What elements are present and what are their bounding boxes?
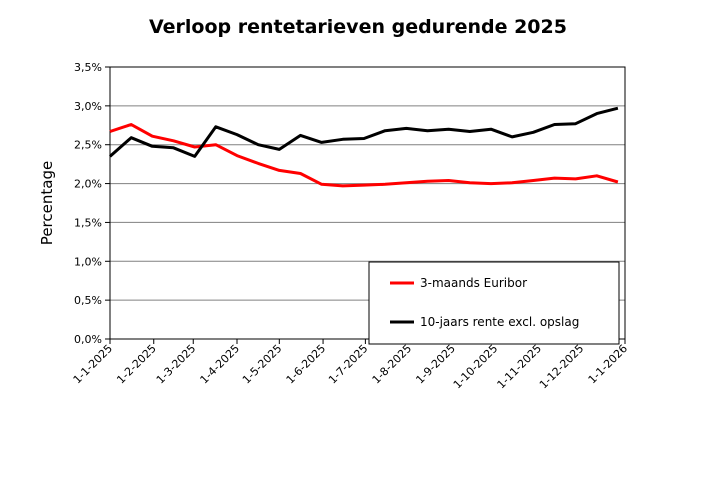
x-tick-label: 1-3-2025: [154, 342, 199, 387]
x-tick-label: 1-4-2025: [198, 342, 243, 387]
y-axis: 0,0% 0,5% 1,0% 1,5% 2,0% 2,5% 3,0% 3,5%: [74, 61, 110, 346]
y-tick-label: 1,0%: [74, 255, 102, 268]
plot-area: [109, 66, 626, 340]
x-tick-label: 1-9-2025: [413, 342, 458, 387]
series-line-10-year: [109, 106, 619, 158]
x-tick-label: 1-5-2025: [240, 342, 285, 387]
legend-box: [368, 261, 620, 345]
legend-label-euribor: 3-maands Euribor: [420, 276, 527, 290]
y-axis-label: Percentage: [38, 161, 56, 245]
x-tick-label: 1-7-2025: [326, 342, 371, 387]
y-tick-label: 2,5%: [74, 139, 102, 152]
series-line-euribor: [109, 123, 619, 188]
x-tick-label: 1-10-2025: [451, 342, 500, 391]
legend-label-10-year: 10-jaars rente excl. opslag: [420, 315, 579, 329]
y-tick-label: 3,5%: [74, 61, 102, 74]
chart-title: Verloop rentetarieven gedurende 2025: [149, 16, 567, 38]
y-tick-label: 3,0%: [74, 100, 102, 113]
x-tick-label: 1-12-2025: [537, 342, 586, 391]
x-tick-label: 1-11-2025: [495, 342, 544, 391]
legend: 3-maands Euribor 10-jaars rente excl. op…: [368, 261, 620, 345]
series-layer: [109, 106, 619, 188]
x-tick-label: 1-1-2025: [71, 342, 116, 387]
x-tick-label: 1-1-2026: [586, 342, 631, 387]
x-tick-label: 1-2-2025: [114, 342, 159, 387]
y-tick-label: 2,0%: [74, 178, 102, 191]
y-tick-label: 1,5%: [74, 216, 102, 229]
x-tick-label: 1-8-2025: [370, 342, 415, 387]
x-tick-label: 1-6-2025: [284, 342, 329, 387]
y-tick-label: 0,5%: [74, 294, 102, 307]
y-tick-label: 0,0%: [74, 333, 102, 346]
